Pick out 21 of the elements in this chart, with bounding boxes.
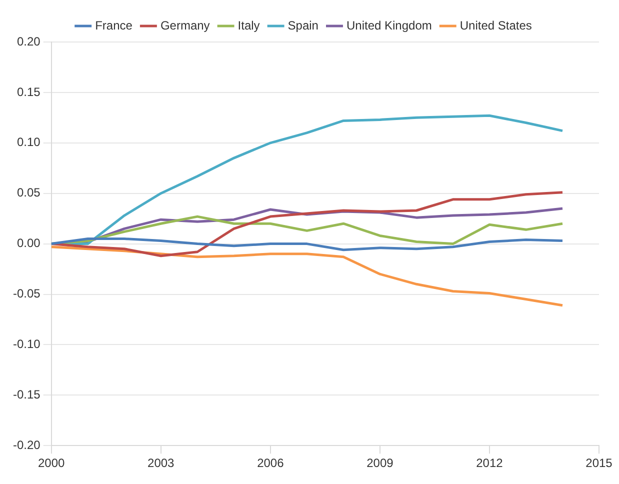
legend-label: France bbox=[95, 18, 133, 32]
y-tick-label: 0.10 bbox=[16, 135, 41, 150]
x-tick-label: 2009 bbox=[366, 456, 394, 470]
y-tick-label: -0.10 bbox=[12, 337, 41, 352]
legend-label: United Kingdom bbox=[346, 18, 432, 32]
x-tick-label: 2015 bbox=[586, 456, 613, 470]
x-tick-label: 2012 bbox=[476, 456, 504, 470]
y-tick-label: -0.20 bbox=[12, 438, 41, 452]
legend-label: Italy bbox=[238, 18, 260, 32]
y-tick-label: 0.00 bbox=[16, 236, 41, 250]
x-tick-label: 2003 bbox=[148, 456, 175, 470]
legend-label: Spain bbox=[288, 18, 318, 32]
y-tick-label: 0.05 bbox=[16, 186, 41, 200]
y-tick-label: 0.15 bbox=[16, 84, 41, 99]
x-tick-label: 2006 bbox=[257, 456, 284, 470]
y-tick-label: -0.15 bbox=[12, 387, 41, 402]
legend-label: Germany bbox=[160, 18, 210, 32]
x-tick-label: 2000 bbox=[38, 456, 66, 470]
y-tick-label: 0.20 bbox=[16, 34, 41, 48]
y-tick-label: -0.05 bbox=[12, 286, 41, 301]
legend-label: United States bbox=[460, 18, 532, 32]
